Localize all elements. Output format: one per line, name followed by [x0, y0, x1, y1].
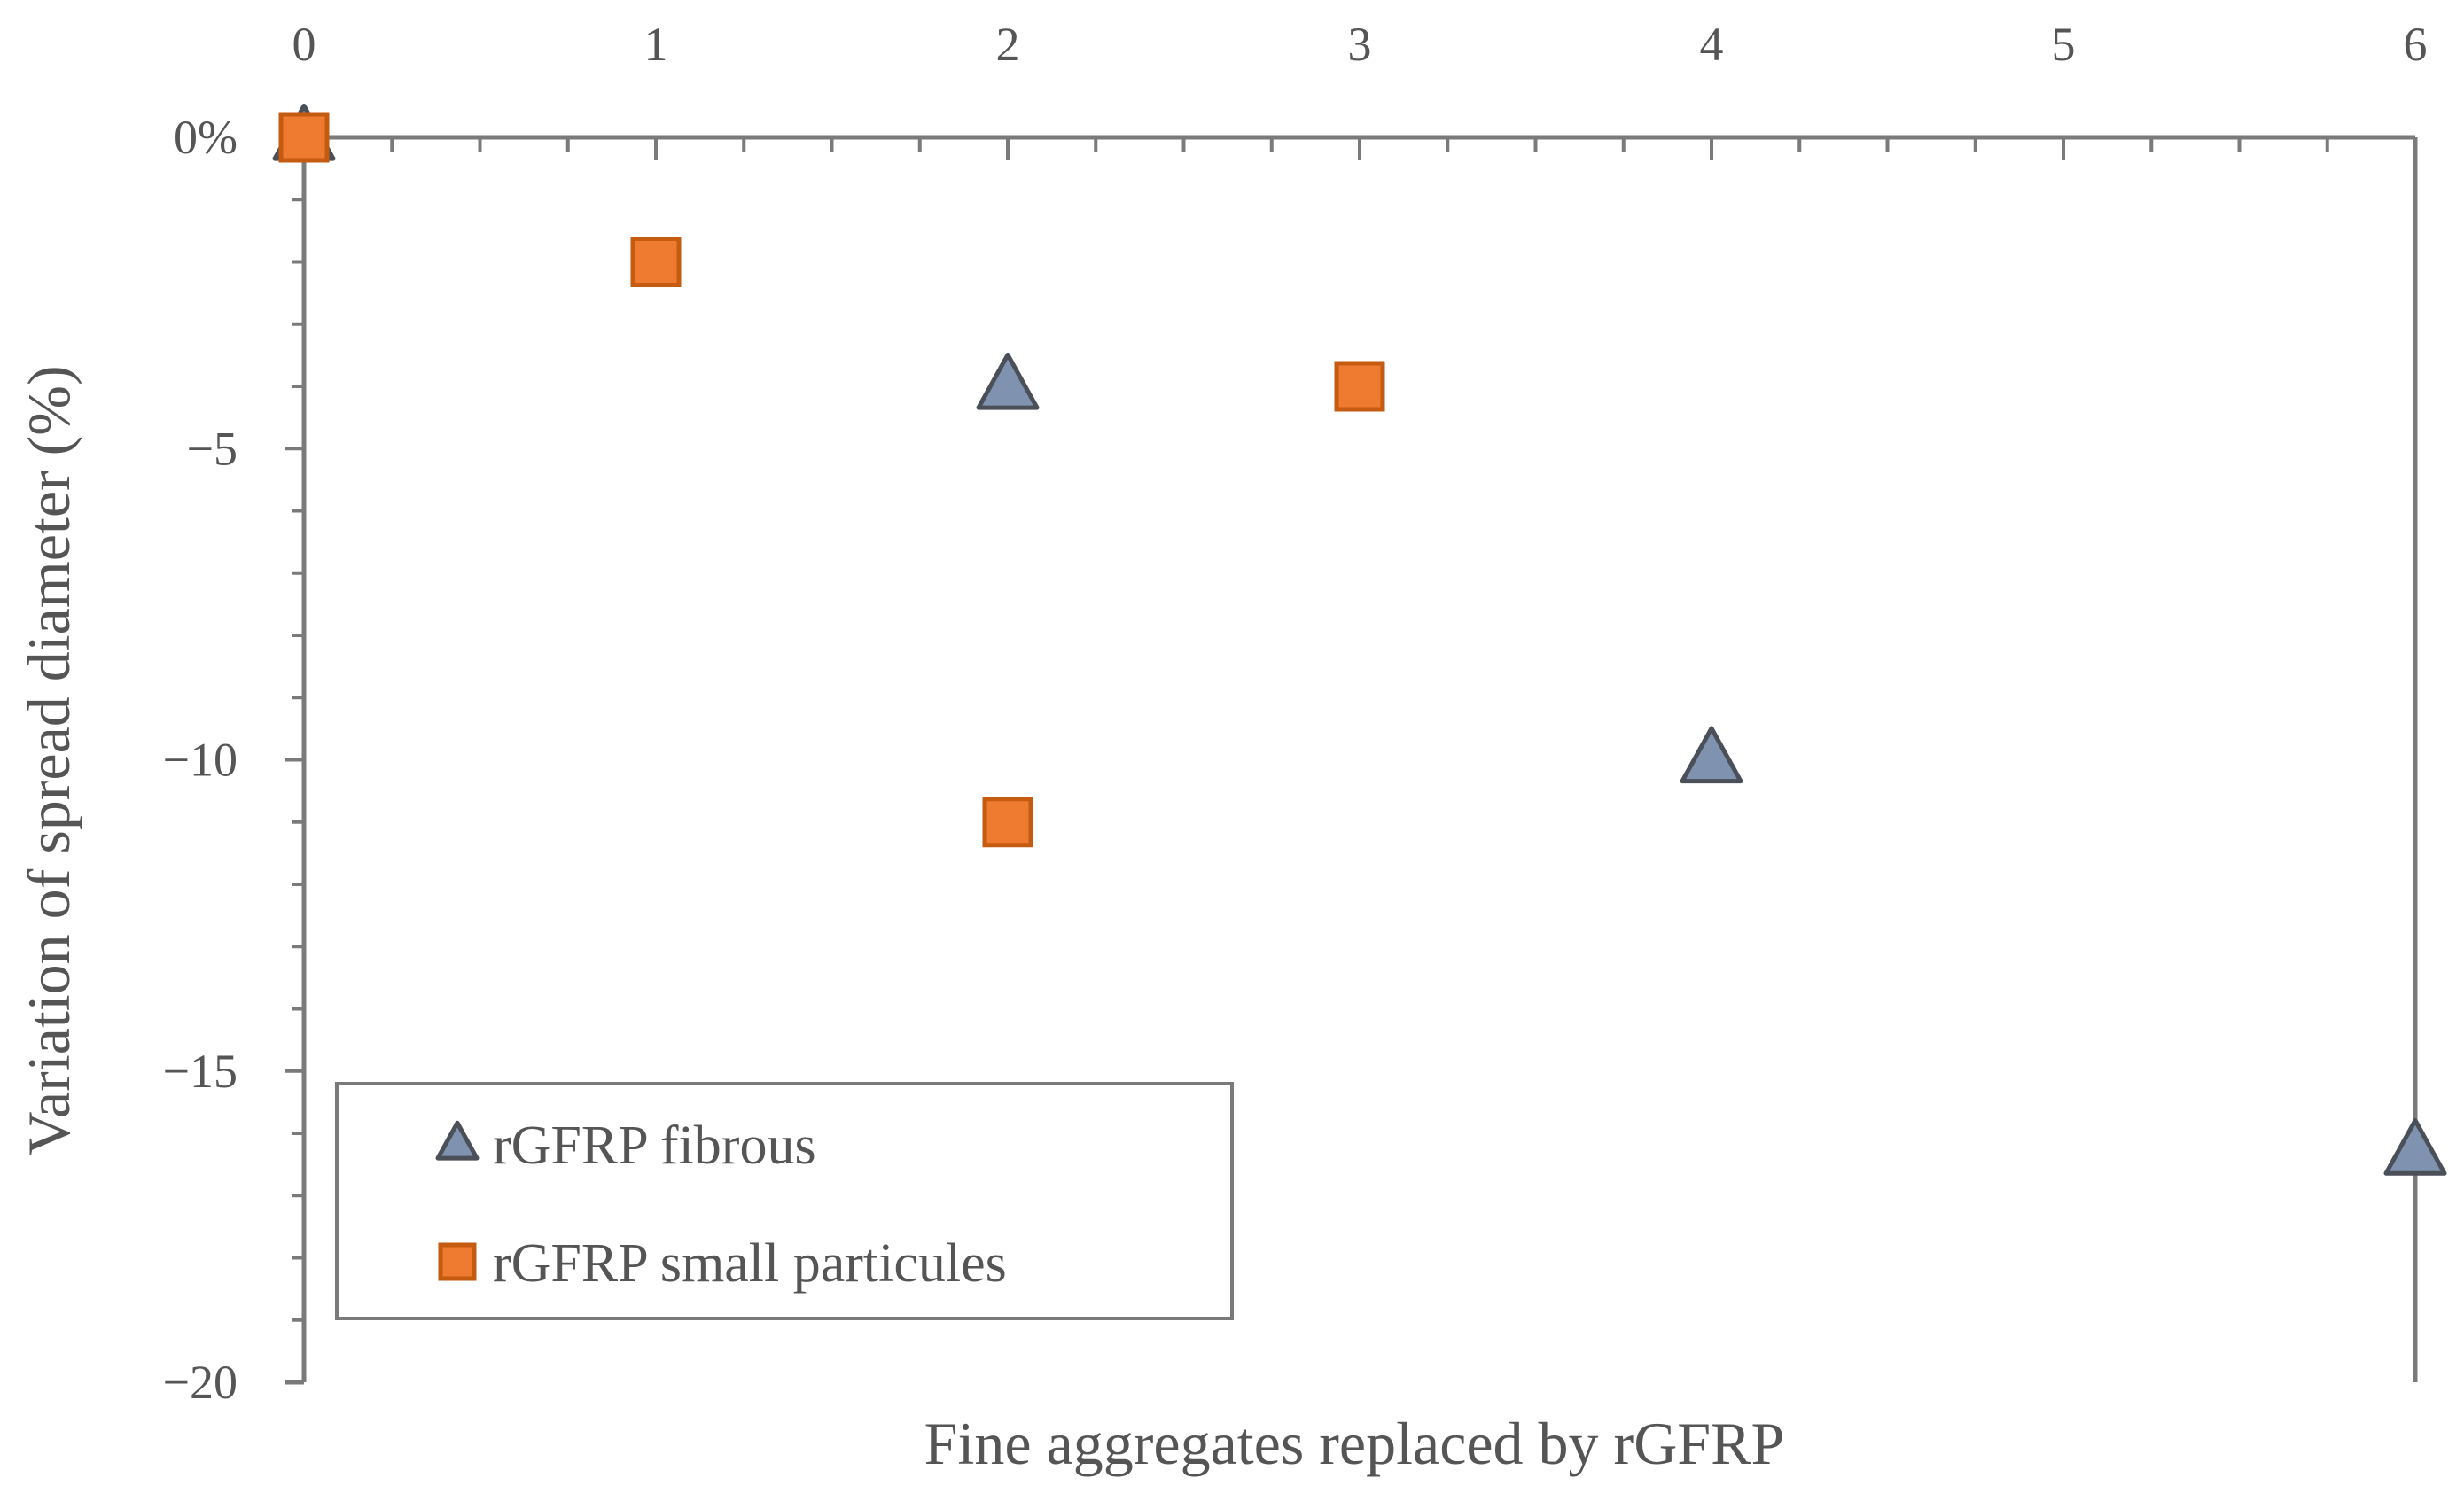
y-tick-label: 0% [174, 111, 238, 164]
x-tick-label: 1 [644, 18, 668, 71]
square-marker [985, 799, 1031, 845]
x-tick-label: 0 [292, 18, 316, 71]
x-tick-label: 3 [1348, 18, 1372, 71]
x-tick-labels: 0 1 2 3 4 5 6 [292, 18, 2428, 71]
y-tick-label: −20 [163, 1356, 238, 1409]
legend-label: rGFRP fibrous [493, 1116, 816, 1176]
y-tick-label: −15 [163, 1045, 238, 1098]
legend-label: rGFRP small particules [493, 1233, 1007, 1294]
y-tick-labels: 0% −5 −10 −15 −20 [163, 111, 238, 1409]
x-tick-label: 4 [1700, 18, 1724, 71]
triangle-marker [979, 354, 1037, 408]
y-tick-label: −10 [163, 734, 238, 787]
triangle-marker [2386, 1120, 2445, 1173]
x-tick-label: 5 [2052, 18, 2076, 71]
legend-square-marker [441, 1245, 474, 1279]
triangle-marker [1682, 728, 1741, 782]
legend: rGFRP fibrous rGFRP small particules [337, 1084, 1232, 1318]
square-marker [1337, 363, 1383, 409]
y-tick-label: −5 [187, 422, 238, 475]
data-markers [275, 105, 2445, 1173]
square-marker [633, 239, 679, 285]
x-tick-label: 2 [996, 18, 1020, 71]
x-tick-label: 6 [2404, 18, 2428, 71]
x-axis-title: Fine aggregates replaced by rGFRP [924, 1410, 1785, 1477]
square-marker [281, 114, 327, 160]
y-axis-title: Variation of spread diameter (%) [15, 365, 82, 1155]
